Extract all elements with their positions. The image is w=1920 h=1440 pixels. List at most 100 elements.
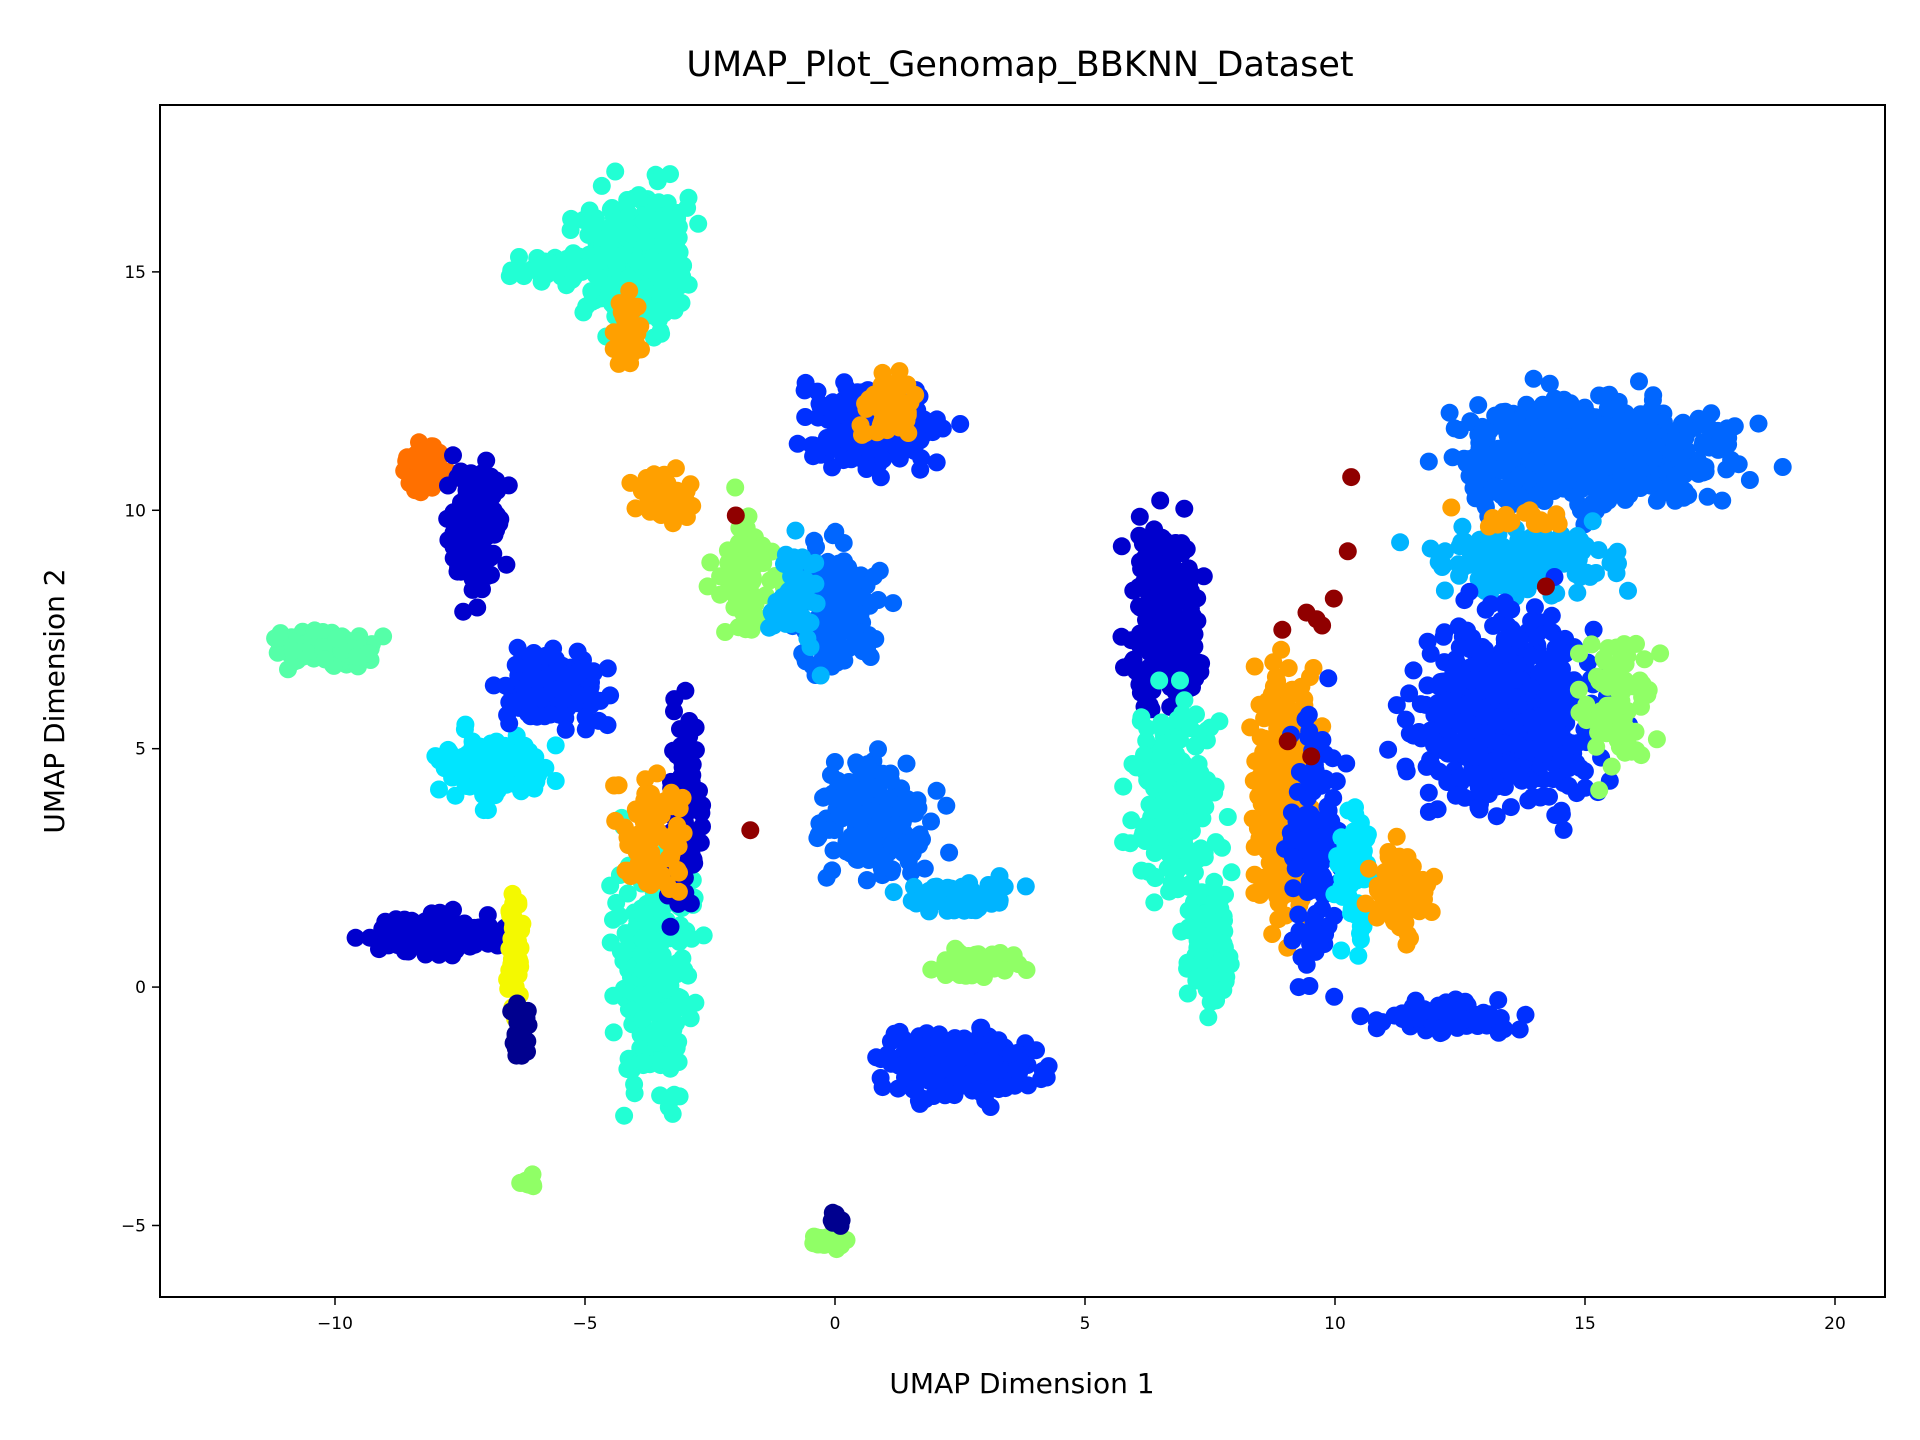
scatter-point [512, 263, 531, 282]
scatter-point [607, 893, 626, 912]
scatter-point [582, 282, 601, 301]
scatter-point [650, 210, 668, 229]
scatter-point [1194, 791, 1212, 810]
scatter-point [568, 642, 587, 661]
scatter-point [1201, 718, 1220, 737]
scatter-point [606, 162, 625, 181]
scatter-point [677, 482, 696, 501]
scatter-point [516, 1171, 535, 1190]
scatter-point [786, 521, 805, 540]
scatter-point [1440, 403, 1459, 422]
scatter-point [1749, 414, 1768, 433]
scatter-point [1170, 582, 1189, 601]
scatter-point [1301, 668, 1319, 686]
scatter-point [884, 883, 903, 902]
scatter-point [1199, 1008, 1218, 1027]
scatter-point [1773, 458, 1792, 476]
scatter-point [668, 209, 687, 228]
scatter-point [1496, 402, 1515, 421]
scatter-point [836, 394, 855, 413]
scatter-point [657, 293, 676, 312]
scatter-point [1353, 834, 1372, 853]
scatter-point [882, 835, 901, 854]
scatter-point [670, 932, 689, 951]
scatter-point [346, 928, 365, 947]
scatter-point [1588, 426, 1606, 445]
scatter-point [578, 686, 597, 705]
scatter-point [647, 902, 665, 921]
scatter-point [1700, 438, 1719, 457]
scatter-point [873, 1078, 892, 1097]
scatter-point [1141, 566, 1160, 585]
scatter-point [664, 271, 683, 290]
scatter-point [1007, 1061, 1026, 1079]
scatter-point [1475, 1007, 1494, 1026]
scatter-point [425, 466, 444, 485]
scatter-point [1395, 874, 1414, 893]
scatter-point [497, 555, 516, 574]
scatter-point [1308, 925, 1327, 943]
scatter-point [598, 659, 617, 678]
scatter-point [951, 415, 970, 433]
scatter-point [816, 437, 835, 456]
scatter-point [1112, 627, 1131, 646]
scatter-point [519, 670, 538, 689]
scatter-point [541, 705, 560, 724]
scatter-point [536, 646, 555, 665]
scatter-point [618, 191, 637, 209]
scatter-point [890, 449, 909, 468]
scatter-point [1315, 826, 1334, 845]
scatter-point [693, 796, 712, 815]
scatter-point [1359, 859, 1378, 878]
scatter-point [822, 1211, 841, 1230]
scatter-point [943, 1030, 962, 1049]
scatter-point [636, 770, 655, 789]
plot-area [266, 162, 1792, 1259]
scatter-point [1178, 953, 1197, 972]
scatter-point [1179, 901, 1198, 920]
scatter-point [1590, 386, 1609, 405]
scatter-point [1528, 486, 1547, 505]
scatter-point [665, 702, 683, 721]
scatter-point [1669, 432, 1688, 451]
scatter-point [430, 780, 448, 799]
scatter-point [1114, 777, 1133, 796]
scatter-point [850, 809, 868, 828]
scatter-point [556, 720, 575, 739]
scatter-point [1630, 372, 1648, 391]
scatter-point [927, 410, 946, 429]
scatter-point [487, 471, 506, 490]
scatter-point [1526, 452, 1545, 471]
scatter-point [551, 663, 570, 682]
scatter-point [510, 248, 528, 266]
scatter-point [1377, 866, 1396, 885]
scatter-point [981, 1042, 1000, 1061]
scatter-point [1332, 941, 1351, 960]
scatter-point [454, 602, 473, 621]
scatter-point [1148, 761, 1167, 780]
scatter-point [881, 1032, 900, 1051]
scatter-point [530, 686, 549, 705]
scatter-point [1269, 910, 1288, 929]
scatter-point [487, 521, 506, 540]
scatter-point [454, 927, 473, 946]
scatter-point [1561, 401, 1580, 420]
scatter-point [478, 780, 497, 799]
scatter-point [564, 268, 583, 287]
scatter-point [1127, 662, 1146, 681]
scatter-point [1367, 1011, 1386, 1030]
scatter-point [1260, 757, 1279, 776]
scatter-point [1666, 466, 1685, 485]
scatter-point [1470, 426, 1489, 445]
scatter-point [1002, 1044, 1020, 1063]
scatter-point [626, 499, 645, 518]
scatter-point [1500, 419, 1519, 438]
scatter-point [861, 761, 880, 780]
scatter-point [1395, 1006, 1414, 1025]
scatter-point [910, 825, 929, 844]
scatter-point [1151, 491, 1170, 510]
scatter-point [1145, 893, 1164, 912]
scatter-point [1173, 566, 1192, 585]
scatter-point [305, 621, 324, 640]
scatter-point [616, 221, 635, 240]
